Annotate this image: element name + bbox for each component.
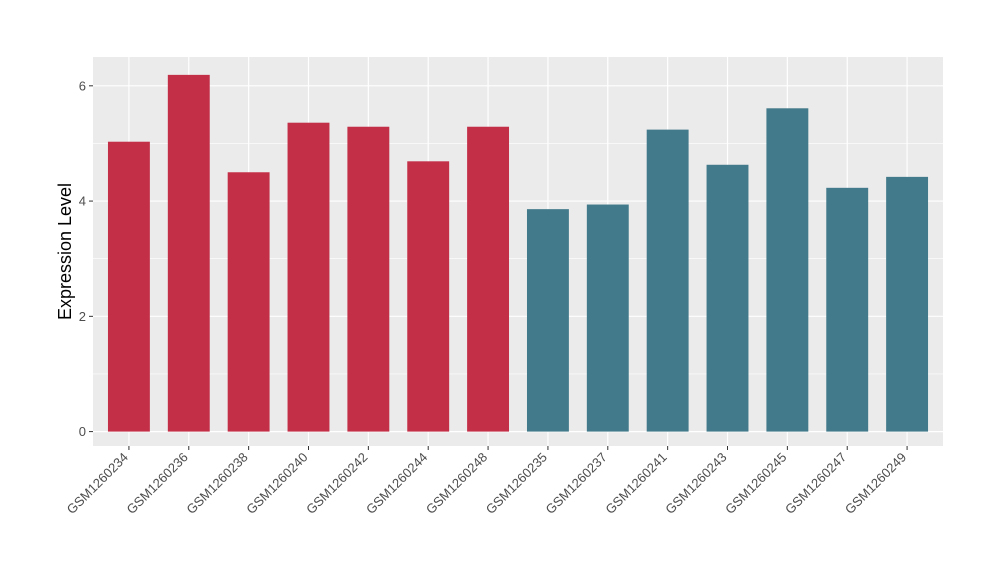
- x-tick-label: GSM1260248: [423, 450, 490, 517]
- y-tick-label: 0: [79, 424, 86, 439]
- bar-GSM1260238: [227, 172, 270, 432]
- x-tick-label: GSM1260238: [183, 450, 250, 517]
- bar-GSM1260249: [886, 176, 929, 432]
- x-tick-label: GSM1260245: [722, 450, 789, 517]
- y-tick-label: 6: [79, 78, 86, 93]
- bar-GSM1260237: [586, 204, 629, 432]
- x-tick-label: GSM1260241: [602, 450, 669, 517]
- x-tick-label: GSM1260249: [842, 450, 909, 517]
- x-tick-label: GSM1260236: [124, 450, 191, 517]
- bar-GSM1260241: [646, 129, 689, 432]
- x-tick-label: GSM1260244: [363, 450, 430, 517]
- y-tick-label: 4: [79, 194, 86, 209]
- bars: [107, 74, 929, 432]
- y-axis: 0 2 4 6: [79, 78, 93, 439]
- bar-GSM1260244: [407, 161, 450, 432]
- bar-GSM1260242: [347, 126, 390, 432]
- x-tick-label: GSM1260234: [64, 450, 131, 517]
- y-axis-label: Expression Level: [55, 183, 75, 320]
- x-tick-label: GSM1260240: [243, 450, 310, 517]
- bar-GSM1260235: [526, 209, 569, 432]
- x-tick-label: GSM1260237: [543, 450, 610, 517]
- x-tick-label: GSM1260242: [303, 450, 370, 517]
- bar-GSM1260240: [287, 122, 330, 432]
- bar-GSM1260245: [766, 108, 809, 432]
- bar-GSM1260247: [826, 187, 869, 432]
- x-tick-label: GSM1260243: [662, 450, 729, 517]
- bar-GSM1260248: [467, 126, 510, 432]
- x-tick-label: GSM1260235: [483, 450, 550, 517]
- plot-panel: [93, 57, 943, 446]
- x-tick-label: GSM1260247: [782, 450, 849, 517]
- bar-GSM1260243: [706, 164, 749, 432]
- bar-GSM1260234: [107, 141, 150, 432]
- bar-GSM1260236: [167, 74, 210, 432]
- y-tick-label: 2: [79, 309, 86, 324]
- x-axis: GSM1260234GSM1260236GSM1260238GSM1260240…: [64, 446, 909, 517]
